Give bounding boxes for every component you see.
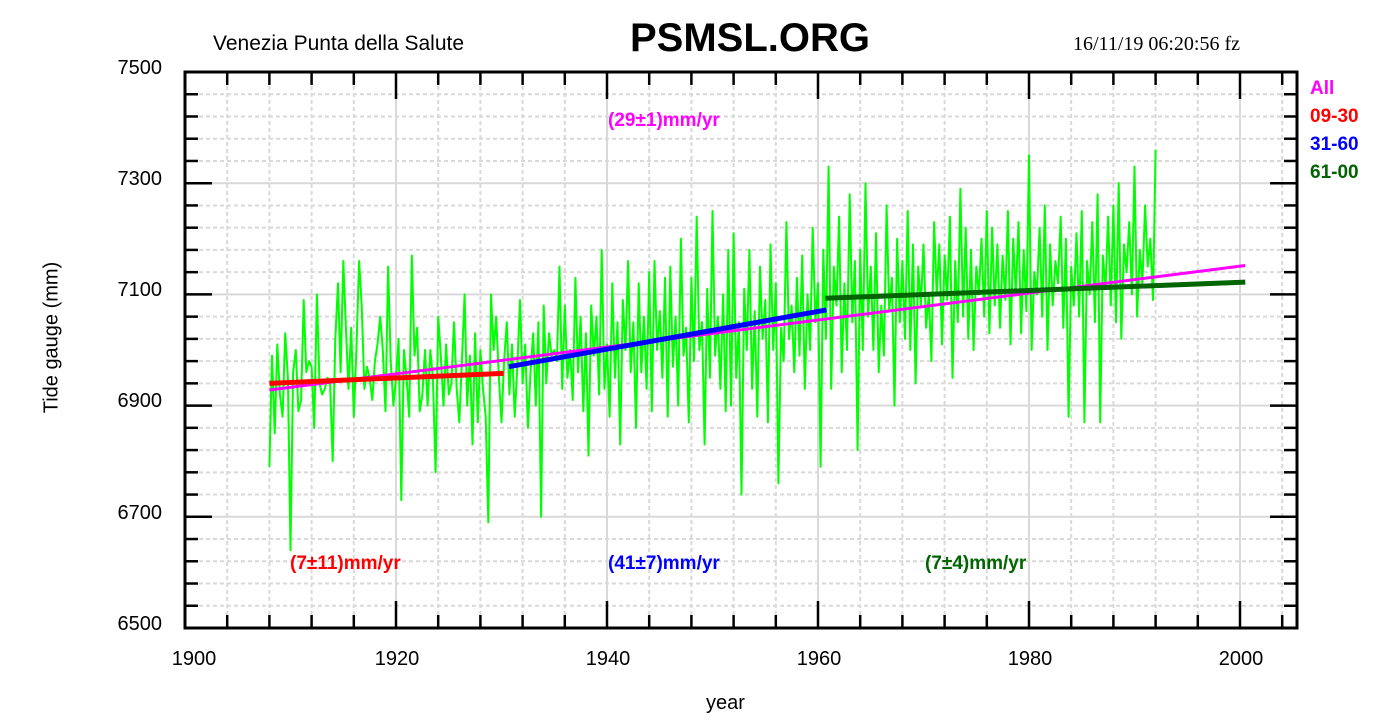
y-axis-label: Tide gauge (mm) — [40, 261, 63, 414]
timestamp: 16/11/19 06:20:56 fz — [1073, 33, 1241, 55]
y-tick-label: 6900 — [117, 390, 163, 412]
y-tick-label: 6700 — [117, 502, 163, 524]
rate-annotation-all: (29±1)mm/yr — [608, 110, 720, 131]
legend-09-30: 09-30 — [1310, 106, 1359, 127]
y-tick-label: 7100 — [117, 279, 163, 301]
y-tick-label: 7500 — [117, 57, 163, 79]
rate-annotation-09-30: (7±11)mm/yr — [290, 553, 401, 574]
x-tick-label: 1900 — [171, 648, 217, 670]
legend-all: All — [1310, 78, 1335, 99]
rate-annotation-31-60: (41±7)mm/yr — [608, 553, 720, 574]
plot-frame — [183, 70, 1299, 630]
y-tick-label: 7300 — [117, 168, 163, 190]
station-title: Venezia Punta della Salute — [213, 32, 465, 55]
trend-61-00 — [825, 279, 1246, 301]
y-tick-label: 6500 — [117, 613, 163, 635]
x-tick-label: 2000 — [1218, 648, 1264, 670]
legend-31-60: 31-60 — [1310, 134, 1359, 155]
trend-31-60 — [508, 307, 827, 370]
x-tick-label: 1920 — [374, 648, 420, 670]
trend-09-30 — [269, 370, 504, 386]
x-axis-label: year — [706, 692, 745, 714]
series-sea-level — [268, 149, 1157, 552]
brand-title: PSMSL.ORG — [630, 16, 871, 60]
legend-61-00: 61-00 — [1310, 162, 1359, 183]
x-tick-label: 1960 — [796, 648, 842, 670]
x-tick-label: 1940 — [585, 648, 631, 670]
rate-annotation-61-00: (7±4)mm/yr — [925, 553, 1027, 574]
x-tick-label: 1980 — [1007, 648, 1053, 670]
